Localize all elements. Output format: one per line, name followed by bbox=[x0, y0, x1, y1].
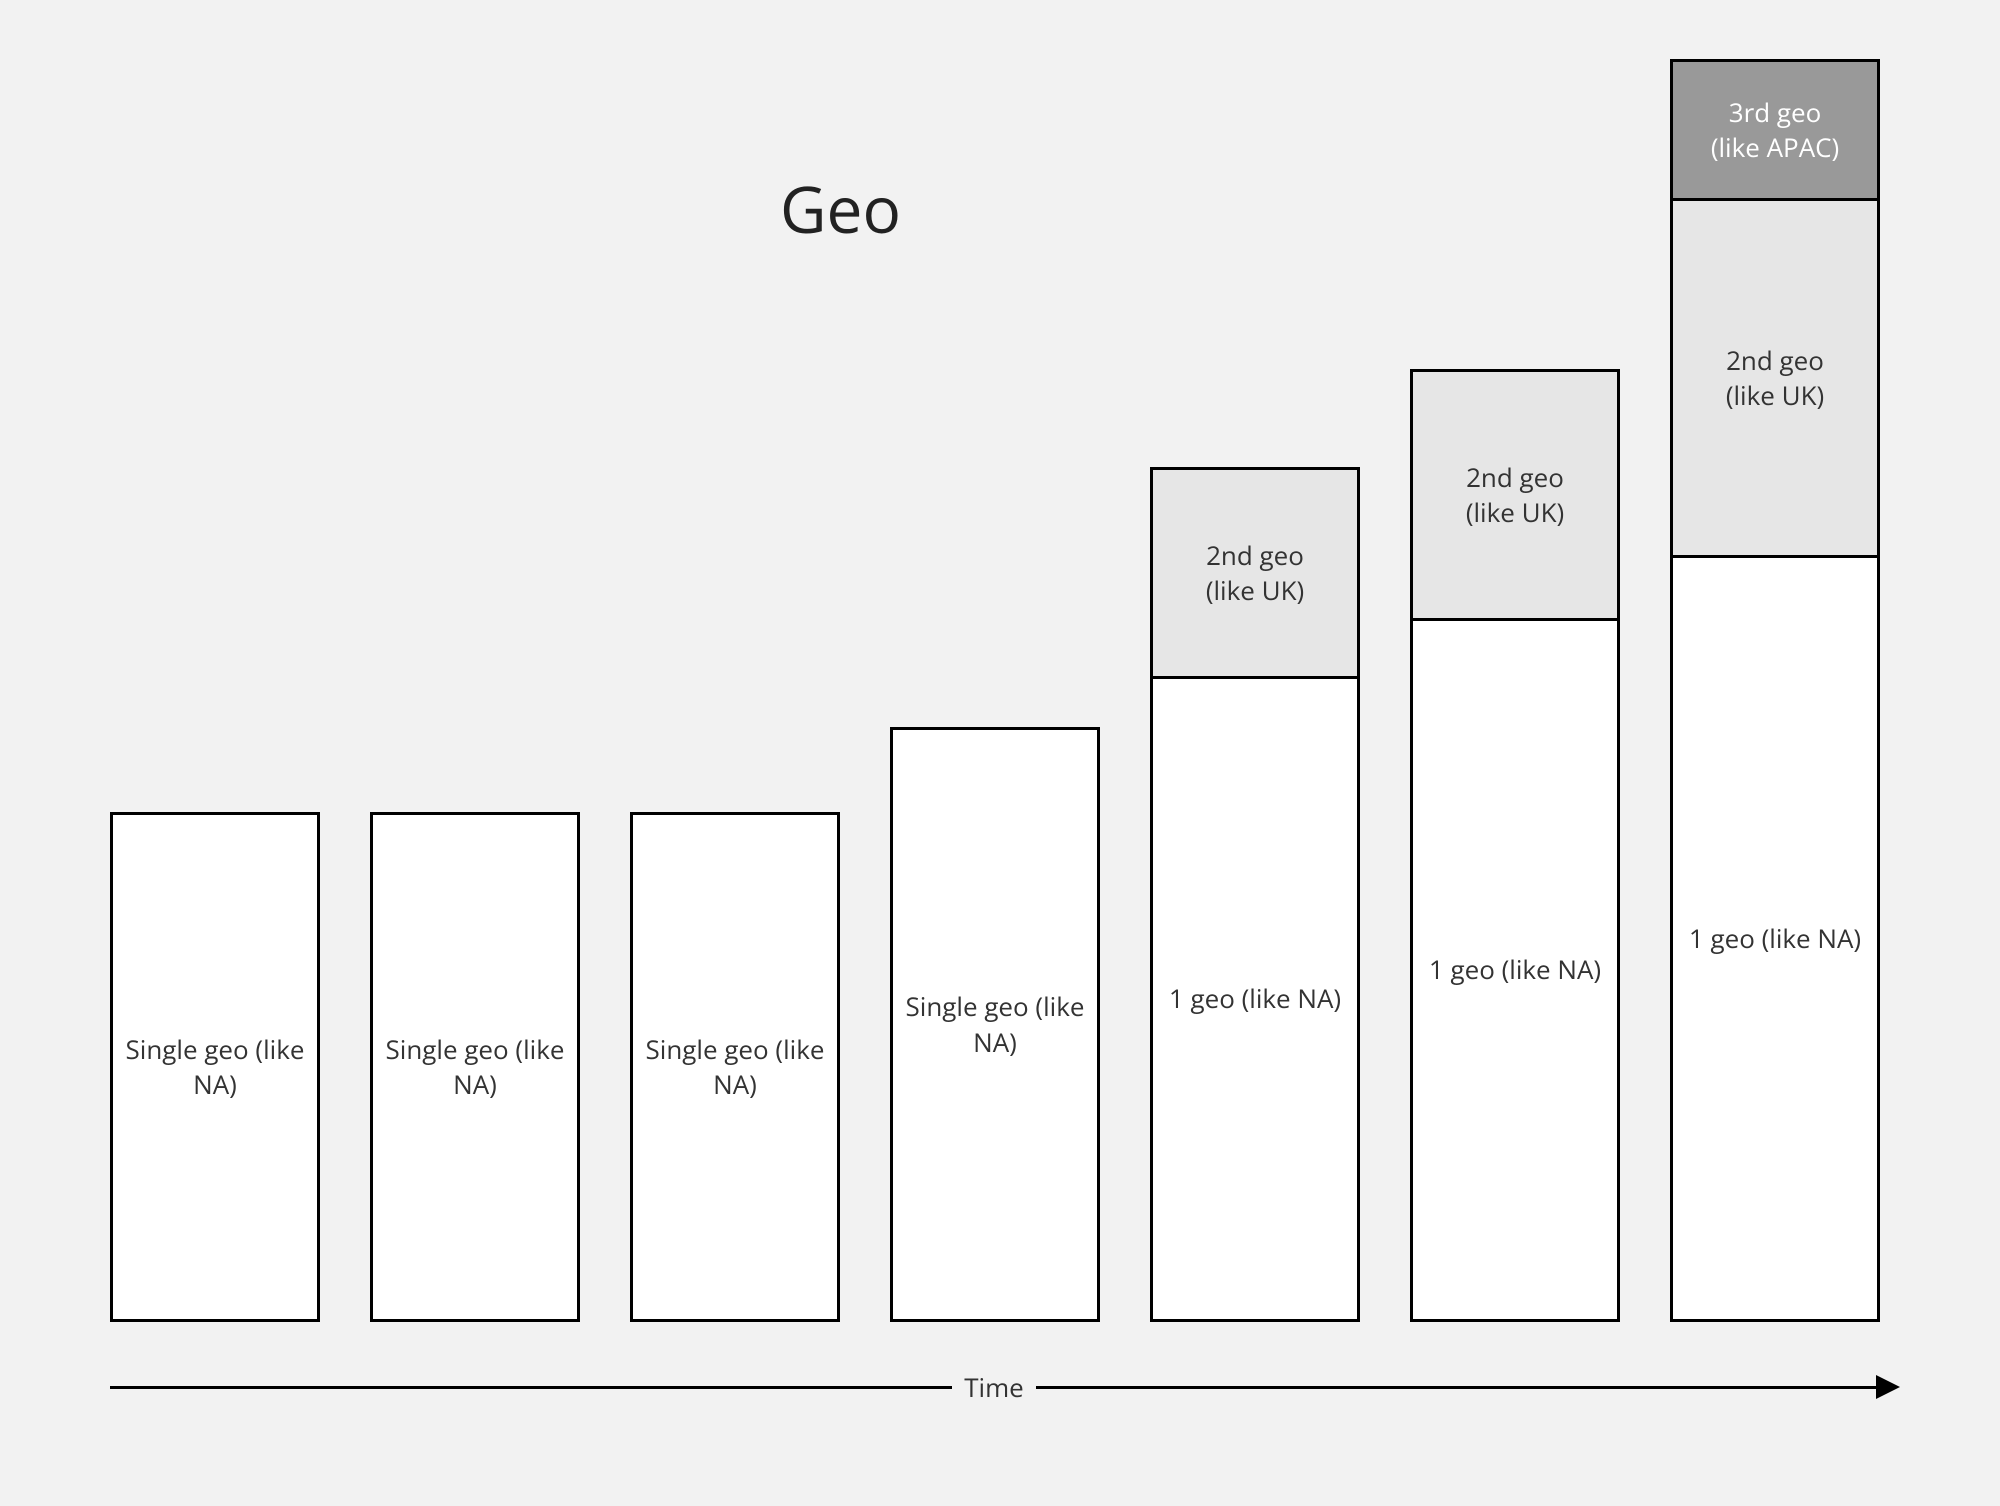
bar-2: Single geo (like NA) bbox=[630, 812, 840, 1322]
timeline-line-left bbox=[110, 1386, 952, 1389]
x-axis-timeline: Time bbox=[110, 1372, 1900, 1402]
bar-5-segment-0: 1 geo (like NA) bbox=[1410, 618, 1620, 1322]
segment-label: Single geo (like NA) bbox=[383, 1032, 567, 1102]
geo-stacked-bar-chart: Geo Single geo (like NA)Single geo (like… bbox=[0, 0, 2000, 1506]
segment-label: 2nd geo(like UK) bbox=[1726, 343, 1824, 413]
bar-4-segment-1: 2nd geo(like UK) bbox=[1150, 467, 1360, 679]
bar-6-segment-1: 2nd geo(like UK) bbox=[1670, 198, 1880, 558]
segment-label: Single geo (like NA) bbox=[643, 1032, 827, 1102]
x-axis-label: Time bbox=[952, 1369, 1036, 1405]
bar-2-segment-0: Single geo (like NA) bbox=[630, 812, 840, 1322]
bar-0: Single geo (like NA) bbox=[110, 812, 320, 1322]
bar-4-segment-0: 1 geo (like NA) bbox=[1150, 676, 1360, 1322]
bar-6-segment-0: 1 geo (like NA) bbox=[1670, 555, 1880, 1322]
bar-4: 1 geo (like NA) 2nd geo(like UK) bbox=[1150, 467, 1360, 1322]
bars-area: Single geo (like NA) Single geo (like NA)… bbox=[110, 42, 1900, 1322]
bar-6: 1 geo (like NA) 2nd geo(like UK) 3rd geo(l… bbox=[1670, 59, 1880, 1322]
segment-label: 2nd geo(like UK) bbox=[1206, 538, 1304, 608]
bar-5: 1 geo (like NA) 2nd geo(like UK) bbox=[1410, 369, 1620, 1322]
bar-0-segment-0: Single geo (like NA) bbox=[110, 812, 320, 1322]
segment-label: 3rd geo(like APAC) bbox=[1711, 95, 1839, 165]
segment-label: 1 geo (like NA) bbox=[1429, 952, 1601, 987]
bar-1-segment-0: Single geo (like NA) bbox=[370, 812, 580, 1322]
timeline-line-right bbox=[1036, 1386, 1878, 1389]
bar-6-segment-2: 3rd geo(like APAC) bbox=[1670, 59, 1880, 201]
segment-label: 2nd geo(like UK) bbox=[1466, 460, 1564, 530]
segment-label: Single geo (like NA) bbox=[903, 989, 1087, 1059]
arrow-right-icon bbox=[1876, 1375, 1900, 1399]
bar-3: Single geo (like NA) bbox=[890, 727, 1100, 1322]
segment-label: 1 geo (like NA) bbox=[1689, 921, 1861, 956]
bar-1: Single geo (like NA) bbox=[370, 812, 580, 1322]
bar-3-segment-0: Single geo (like NA) bbox=[890, 727, 1100, 1322]
segment-label: Single geo (like NA) bbox=[123, 1032, 307, 1102]
bar-5-segment-1: 2nd geo(like UK) bbox=[1410, 369, 1620, 621]
segment-label: 1 geo (like NA) bbox=[1169, 981, 1341, 1016]
